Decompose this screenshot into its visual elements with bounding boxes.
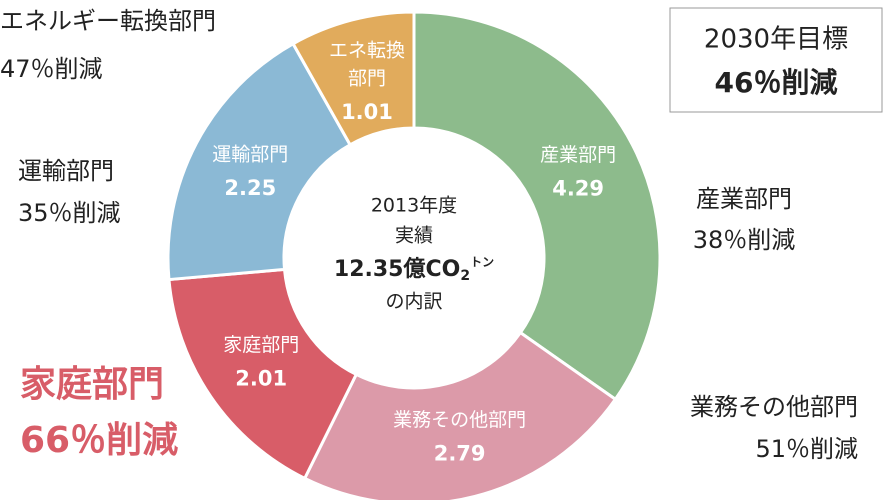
slice: [166, 41, 353, 282]
slice: [167, 267, 359, 481]
target-box: [669, 7, 883, 113]
note-name: 家庭部門: [20, 364, 164, 405]
note-name: 運輸部門: [18, 157, 114, 185]
slice-label: 家庭部門: [223, 334, 299, 356]
note-name: 業務その他部門: [690, 393, 858, 421]
center-label: 実績: [395, 225, 433, 247]
note-reduction: 66％削減: [20, 420, 178, 461]
slice: [291, 10, 416, 147]
note-name: エネルギー転換部門: [0, 7, 216, 35]
slice-value: 2.01: [235, 366, 287, 390]
slice-value: 2.25: [224, 176, 276, 200]
slice-value: 4.29: [552, 177, 604, 201]
slice-label: 部門: [348, 68, 386, 90]
center-label: の内訳: [385, 291, 442, 313]
slice: [302, 330, 618, 500]
note-name: 産業部門: [696, 185, 792, 213]
slice-label: 運輸部門: [212, 143, 288, 165]
slice: [412, 10, 662, 402]
note-reduction: 47％削減: [0, 55, 103, 83]
target-title: 2030年目標: [704, 25, 848, 55]
slice-label: 産業部門: [540, 144, 616, 166]
center-label: 2013年度: [371, 195, 457, 217]
slice-value: 1.01: [341, 100, 393, 124]
slice-value: 2.79: [434, 441, 486, 465]
note-reduction: 35％削減: [18, 199, 121, 227]
target-value: 46％削減: [715, 66, 838, 99]
slice-label: エネ転換: [329, 40, 405, 62]
note-reduction: 38％削減: [693, 226, 796, 254]
center-total-text: 12.35億CO: [334, 256, 460, 282]
center-unit: トン: [470, 255, 494, 269]
slice-label: 業務その他部門: [393, 409, 526, 431]
center-total: 12.35億CO2トン: [334, 255, 494, 285]
note-reduction: 51％削減: [755, 435, 858, 463]
center-subscript: 2: [460, 268, 470, 284]
